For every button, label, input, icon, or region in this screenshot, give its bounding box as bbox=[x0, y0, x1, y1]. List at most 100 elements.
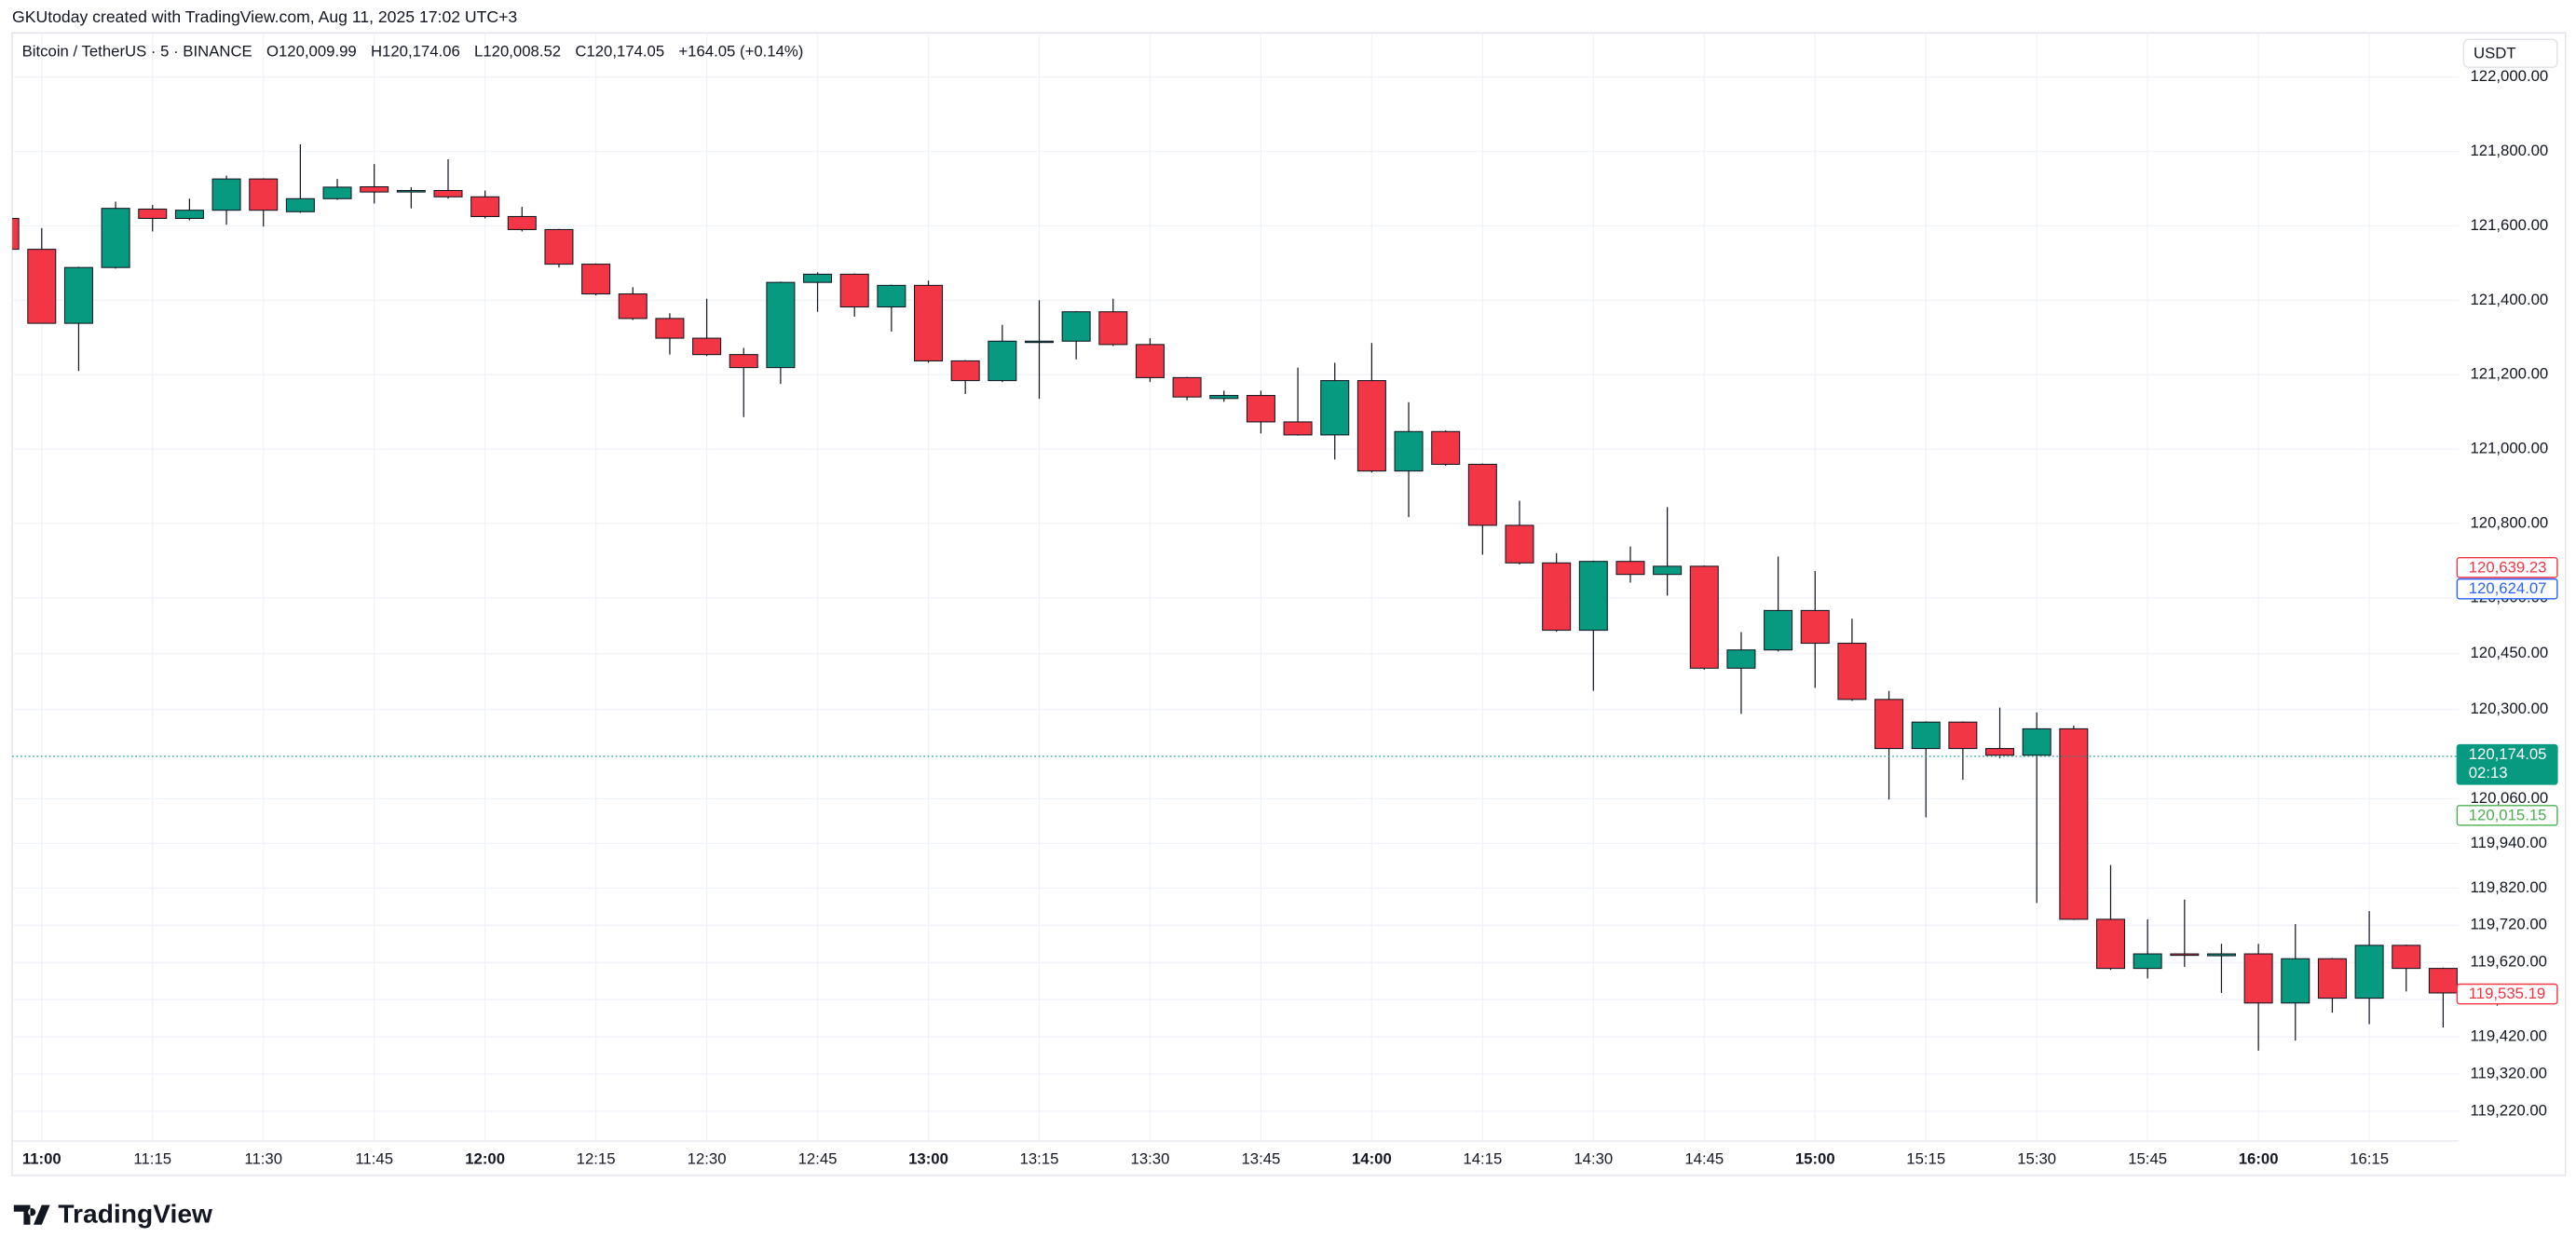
x-tick-label: 16:00 bbox=[2239, 1150, 2279, 1168]
candle-body bbox=[470, 196, 500, 217]
candle-body bbox=[174, 210, 204, 219]
candle-body bbox=[803, 273, 833, 283]
candle-body bbox=[2428, 968, 2458, 994]
candle-body bbox=[1394, 430, 1424, 472]
candle-body bbox=[1098, 311, 1128, 346]
candles bbox=[12, 143, 2460, 1051]
candle-body bbox=[2243, 953, 2273, 1004]
candle-body bbox=[2281, 958, 2310, 1004]
candle-body bbox=[877, 284, 906, 308]
candle-body bbox=[1172, 376, 1202, 398]
candle-body bbox=[2354, 945, 2384, 999]
candle-body bbox=[27, 249, 57, 324]
x-tick-label: 11:30 bbox=[244, 1150, 282, 1168]
candle-body bbox=[2317, 958, 2347, 999]
candle-body bbox=[322, 186, 352, 199]
candle-body bbox=[1911, 721, 1941, 750]
candle-body bbox=[1246, 395, 1275, 423]
y-tick-label: 120,060.00 bbox=[2470, 789, 2548, 807]
candle-body bbox=[1320, 380, 1350, 436]
legend: Bitcoin / TetherUS · 5 · BINANCE O120,00… bbox=[22, 43, 804, 61]
unit-box[interactable] bbox=[2462, 38, 2558, 68]
candle-body bbox=[138, 208, 168, 219]
candle-body bbox=[433, 189, 463, 197]
frame bbox=[11, 32, 2567, 1176]
logo: TradingView bbox=[13, 1199, 212, 1229]
candle-body bbox=[839, 273, 869, 308]
x-tick-label: 11:00 bbox=[22, 1150, 61, 1168]
close: C120,174.05 bbox=[575, 43, 664, 61]
candle-body bbox=[211, 178, 241, 211]
candle-body bbox=[1689, 565, 1719, 669]
low: L120,008.52 bbox=[474, 43, 561, 61]
candle-body bbox=[2022, 727, 2051, 756]
candle-body bbox=[1024, 340, 1054, 344]
candle-body bbox=[63, 266, 93, 324]
y-tick-label: 120,450.00 bbox=[2470, 644, 2548, 661]
x-tick-label: 15:45 bbox=[2128, 1150, 2167, 1168]
candle-body bbox=[1837, 643, 1867, 700]
x-tick-label: 15:30 bbox=[2017, 1150, 2056, 1168]
price-label: 120,174.05 bbox=[2469, 745, 2547, 763]
candle-body bbox=[1505, 524, 1534, 564]
candle-body bbox=[507, 215, 537, 230]
x-tick-label: 12:45 bbox=[798, 1150, 838, 1168]
y-tick-label: 119,620.00 bbox=[2470, 953, 2547, 971]
candle-body bbox=[1431, 430, 1461, 465]
y-tick-label: 121,200.00 bbox=[2470, 365, 2548, 383]
candle-body bbox=[12, 217, 20, 251]
candle-body bbox=[285, 197, 315, 212]
y-tick-label: 120,800.00 bbox=[2470, 513, 2548, 531]
x-tick-label: 16:15 bbox=[2350, 1150, 2389, 1168]
x-tick-label: 13:00 bbox=[908, 1150, 948, 1168]
candle-body bbox=[766, 281, 796, 369]
candle-body bbox=[1061, 311, 1091, 342]
countdown: 02:13 bbox=[2469, 764, 2508, 782]
candle-body bbox=[1948, 721, 1978, 750]
candle-body bbox=[1578, 561, 1608, 632]
candle-body bbox=[101, 208, 130, 268]
x-tick-label: 12:15 bbox=[577, 1150, 616, 1168]
y-tick-label: 122,000.00 bbox=[2470, 67, 2548, 85]
candle-body bbox=[2059, 727, 2089, 920]
price-label: 120,624.07 bbox=[2469, 579, 2547, 597]
candle-body bbox=[618, 293, 647, 320]
x-tick-label: 12:30 bbox=[688, 1150, 727, 1168]
candle-body bbox=[1985, 748, 2015, 756]
price-label-box bbox=[2456, 743, 2558, 785]
y-tick-label: 121,600.00 bbox=[2470, 216, 2548, 234]
y-tick-label: 119,720.00 bbox=[2470, 916, 2547, 933]
candle-body bbox=[249, 178, 279, 211]
candle-body bbox=[1467, 463, 1497, 526]
y-tick-label: 121,800.00 bbox=[2470, 142, 2548, 159]
symbol: Bitcoin / TetherUS · 5 · BINANCE bbox=[22, 43, 252, 61]
candle-body bbox=[1135, 344, 1165, 378]
candle-body bbox=[729, 354, 758, 369]
logo-text: TradingView bbox=[58, 1199, 212, 1229]
candle-body bbox=[2133, 953, 2162, 970]
price-label-box bbox=[2456, 983, 2558, 1005]
candle-body bbox=[950, 360, 980, 382]
price-label: 120,639.23 bbox=[2469, 558, 2547, 576]
y-tick-label: 121,000.00 bbox=[2470, 440, 2548, 457]
price-label: 120,015.15 bbox=[2469, 806, 2547, 823]
open: O120,009.99 bbox=[266, 43, 357, 61]
candle-body bbox=[2392, 945, 2421, 970]
attribution: GKUtoday created with TradingView.com, A… bbox=[12, 7, 517, 26]
x-tick-label: 14:45 bbox=[1684, 1150, 1724, 1168]
x-tick-label: 14:00 bbox=[1352, 1150, 1392, 1168]
candle-body bbox=[1209, 395, 1239, 400]
y-tick-label: 119,320.00 bbox=[2470, 1064, 2547, 1081]
candle-body bbox=[360, 185, 389, 193]
candle-body bbox=[1356, 380, 1386, 472]
x-tick-label: 13:15 bbox=[1020, 1150, 1059, 1168]
y-tick-label: 119,940.00 bbox=[2470, 834, 2547, 851]
candle-body bbox=[1764, 609, 1793, 651]
y-tick-label: 119,220.00 bbox=[2470, 1101, 2547, 1119]
x-tick-label: 11:15 bbox=[133, 1150, 171, 1168]
y-tick-label: 119,420.00 bbox=[2470, 1027, 2547, 1045]
high: H120,174.06 bbox=[371, 43, 460, 61]
x-tick-label: 13:30 bbox=[1131, 1150, 1170, 1168]
